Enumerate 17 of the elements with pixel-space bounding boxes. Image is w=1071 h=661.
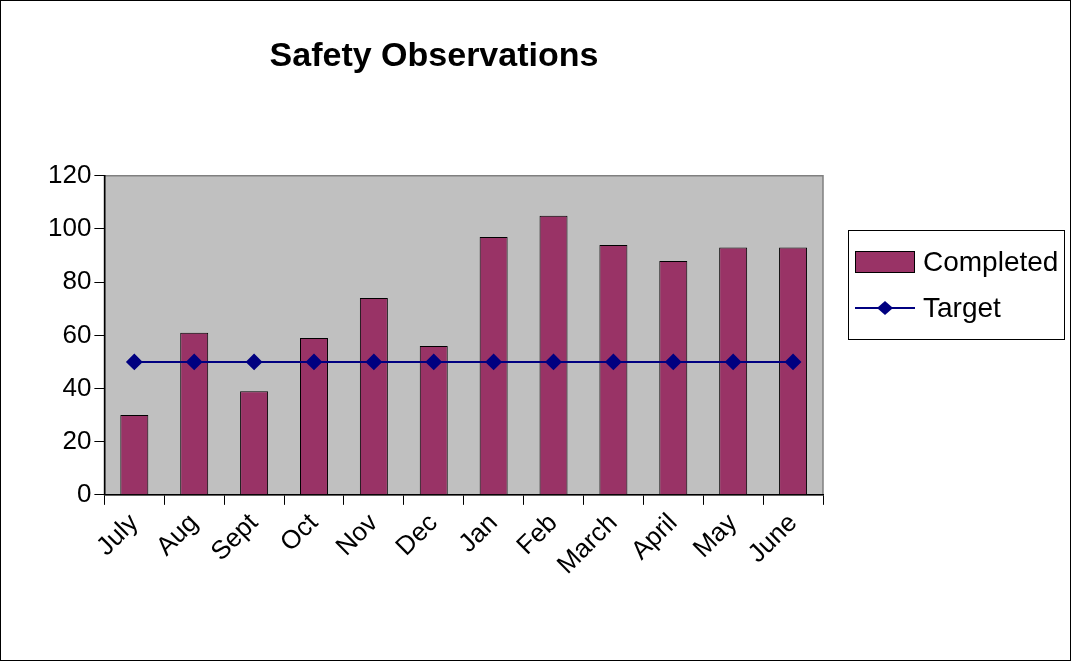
x-tick-label: July xyxy=(89,506,144,561)
y-tick-label: 0 xyxy=(76,478,92,509)
x-tick-label: Aug xyxy=(149,506,204,561)
legend-label: Completed xyxy=(923,246,1059,279)
x-tick-label: Oct xyxy=(273,506,324,557)
x-tick-label: Nov xyxy=(329,506,384,561)
x-tick-label: Jan xyxy=(452,506,503,558)
y-tick-label: 60 xyxy=(62,318,92,349)
legend-label: Target xyxy=(923,292,1001,325)
x-tick-label: May xyxy=(686,506,743,563)
chart-title: Safety Observations xyxy=(269,34,599,73)
y-tick-label: 80 xyxy=(62,265,92,296)
y-tick-label: 120 xyxy=(47,158,92,189)
y-tick-label: 20 xyxy=(62,424,92,455)
y-tick-label: 100 xyxy=(47,212,92,243)
x-tick-label: Dec xyxy=(389,506,444,561)
y-tick-label: 40 xyxy=(62,371,92,402)
